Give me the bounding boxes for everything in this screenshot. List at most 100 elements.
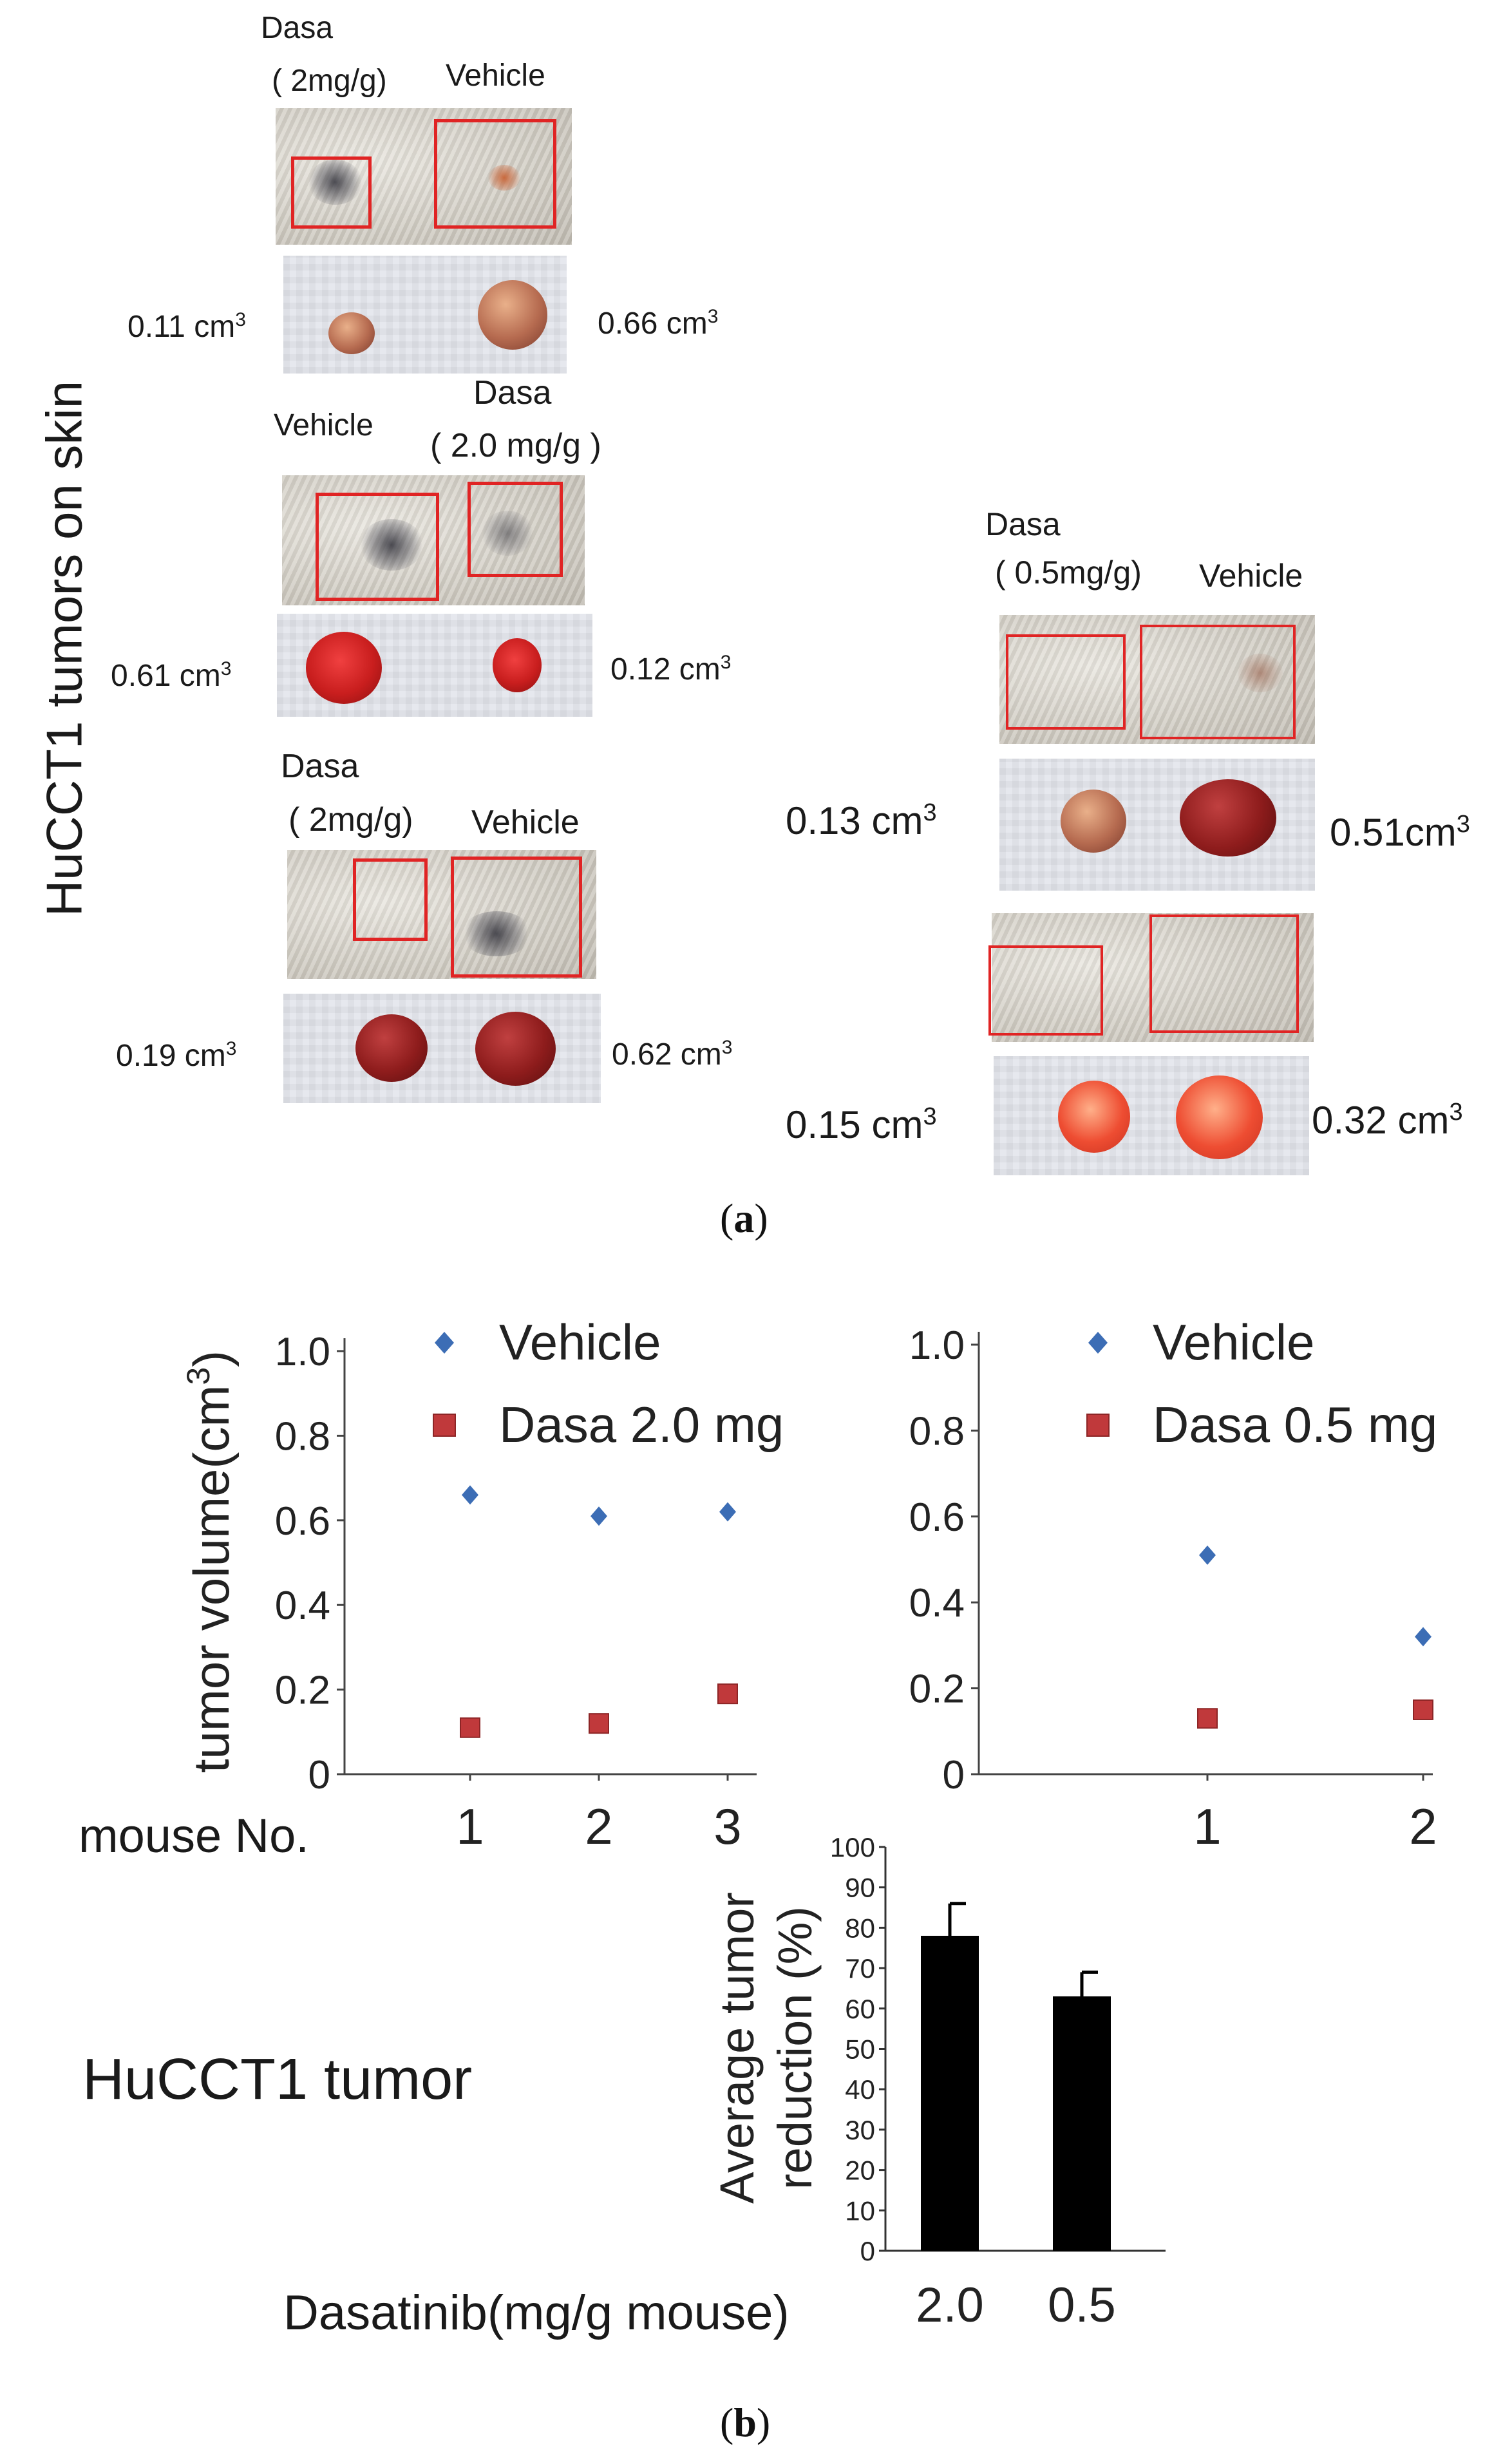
legend-dasa-marker xyxy=(433,1414,456,1437)
bar-y-tick-label: 90 xyxy=(845,1873,875,1903)
bar xyxy=(1053,1996,1111,2251)
pair2-skin-photo xyxy=(282,475,585,605)
pair4-box-right xyxy=(1140,625,1296,739)
y-axis-label: tumor volume(cm3) xyxy=(180,1350,240,1773)
pair3-excised-photo xyxy=(283,994,601,1103)
pair3-label-left: Dasa xyxy=(281,748,359,785)
pair4-label-left-sub: ( 0.5mg/g) xyxy=(995,554,1142,591)
x-tick-label: 3 xyxy=(713,1798,741,1855)
panel-a-side-label: HuCCT1 tumors on skin xyxy=(35,380,93,917)
pair5-vol-left: 0.15 cm3 xyxy=(786,1103,937,1146)
vehicle-point xyxy=(591,1506,607,1526)
pair2-excised-photo xyxy=(277,614,592,717)
pair3-label-right: Vehicle xyxy=(471,804,580,841)
pair3-tumor-left xyxy=(355,1014,428,1082)
pair2-vol-right: 0.12 cm3 xyxy=(610,652,732,687)
x-tick-label: 2 xyxy=(585,1798,612,1855)
pair2-tumor-right xyxy=(493,638,542,692)
y-tick-label: 0.2 xyxy=(909,1667,965,1712)
pair1-box-right xyxy=(434,119,556,229)
pair2-skin-spot-right xyxy=(482,511,533,556)
pair1-skin-spot-right xyxy=(488,165,520,191)
panel-b-letter: (b) xyxy=(720,2400,771,2445)
pair1-label-right: Vehicle xyxy=(446,59,545,93)
pair2-label-left: Vehicle xyxy=(274,408,373,442)
pair4-box-left xyxy=(1006,634,1126,730)
vehicle-point xyxy=(1415,1627,1432,1647)
bar-y-tick-label: 100 xyxy=(830,1832,875,1862)
pair5-tumor-left xyxy=(1058,1081,1130,1153)
pair4-label-right: Vehicle xyxy=(1199,558,1303,594)
y-axis-label-close: ) xyxy=(183,1350,240,1367)
y-tick-label: 1.0 xyxy=(909,1323,965,1368)
pair2-label-right-sub: ( 2.0 mg/g ) xyxy=(430,427,601,464)
vehicle-point xyxy=(462,1485,478,1505)
pair1-excised-photo xyxy=(283,256,567,374)
legend-label: Vehicle xyxy=(499,1314,661,1370)
pair2-label-right: Dasa xyxy=(473,374,552,412)
legend-label: Vehicle xyxy=(1153,1314,1315,1370)
bar-y-tick-label: 30 xyxy=(845,2115,875,2145)
hucct1-tumor-label: HuCCT1 tumor xyxy=(82,2047,473,2112)
dasatinib-xlabel: Dasatinib(mg/g mouse) xyxy=(283,2286,789,2340)
pair1-tumor-left xyxy=(328,312,375,354)
pair2-skin-spot-left xyxy=(359,519,424,571)
pair3-vol-left: 0.19 cm3 xyxy=(116,1038,237,1073)
bar-y-tick-label: 40 xyxy=(845,2074,875,2105)
bar-y-tick-label: 70 xyxy=(845,1953,875,1984)
pair1-vol-left: 0.11 cm3 xyxy=(128,309,246,344)
pair2-box-right xyxy=(468,482,563,577)
pair3-skin-spot-right xyxy=(461,911,532,956)
bar-y-tick-label: 50 xyxy=(845,2034,875,2065)
pair1-label-left-sub: ( 2mg/g) xyxy=(272,64,387,98)
y-tick-label: 1.0 xyxy=(275,1330,330,1374)
vehicle-point xyxy=(1199,1545,1216,1565)
pair3-skin-photo xyxy=(287,850,596,979)
y-tick-label: 0.6 xyxy=(275,1499,330,1544)
y-tick-label: 0.6 xyxy=(909,1495,965,1540)
y-axis-label-text: tumor volume(cm xyxy=(183,1385,240,1773)
dasa-point xyxy=(717,1683,738,1705)
legend-label: Dasa 2.0 mg xyxy=(499,1396,784,1453)
y-axis-label-sup: 3 xyxy=(180,1367,216,1385)
legend-vehicle-marker xyxy=(1088,1332,1108,1354)
bar-category-label: 2.0 xyxy=(916,2278,984,2333)
pair3-vol-right: 0.62 cm3 xyxy=(612,1037,733,1072)
scatter-chart-dasa-2mg: 0 0.2 0.4 0.6 0.8 1.0 1 2 3 Vehicle Dasa 2.0 mg tum… xyxy=(180,1314,784,1855)
dasa-point xyxy=(1197,1708,1218,1729)
y-tick-label: 0 xyxy=(308,1753,330,1797)
y-tick-label: 0.8 xyxy=(909,1409,965,1454)
pair4-tumor-right xyxy=(1180,779,1276,857)
pair5-box-right xyxy=(1149,914,1299,1033)
pair2-tumor-left xyxy=(306,632,382,704)
pair2-vol-left: 0.61 cm3 xyxy=(111,658,232,693)
pair4-tumor-left xyxy=(1061,790,1126,853)
y-tick-label: 0 xyxy=(943,1753,965,1797)
pair1-tumor-right xyxy=(478,280,547,350)
bar xyxy=(921,1935,979,2251)
dasa-point xyxy=(1413,1699,1433,1720)
bar-y-label-line2: reduction (%) xyxy=(768,1906,822,2190)
pair4-vol-right: 0.51cm3 xyxy=(1330,811,1470,854)
x-tick-label: 2 xyxy=(1409,1798,1437,1855)
pair3-box-left xyxy=(353,858,428,941)
bar-y-tick-label: 0 xyxy=(860,2236,875,2266)
pair1-label-left: Dasa xyxy=(261,11,334,45)
bar-category-label: 0.5 xyxy=(1048,2278,1116,2333)
dasa-point xyxy=(589,1713,609,1734)
bar-y-tick-label: 10 xyxy=(845,2195,875,2226)
x-tick-label: 1 xyxy=(456,1798,484,1855)
vehicle-point xyxy=(719,1502,736,1522)
bar-y-tick-label: 80 xyxy=(845,1913,875,1943)
panel-a-letter: (a) xyxy=(720,1195,768,1241)
pair2-box-left xyxy=(316,493,439,601)
pair4-skin-photo xyxy=(999,615,1315,744)
scatter-chart-dasa-05mg: 0 0.2 0.4 0.6 0.8 1.0 1 2 Vehicle Dasa 0.5 mg xyxy=(909,1314,1437,1855)
pair4-skin-spot-right xyxy=(1238,654,1283,692)
y-tick-label: 0.8 xyxy=(275,1414,330,1459)
pair1-skin-photo xyxy=(276,108,572,245)
pair4-label-left: Dasa xyxy=(985,506,1061,542)
pair1-vol-right: 0.66 cm3 xyxy=(598,306,719,341)
pair5-box-left xyxy=(988,945,1103,1036)
bar-y-tick-label: 60 xyxy=(845,1994,875,2024)
